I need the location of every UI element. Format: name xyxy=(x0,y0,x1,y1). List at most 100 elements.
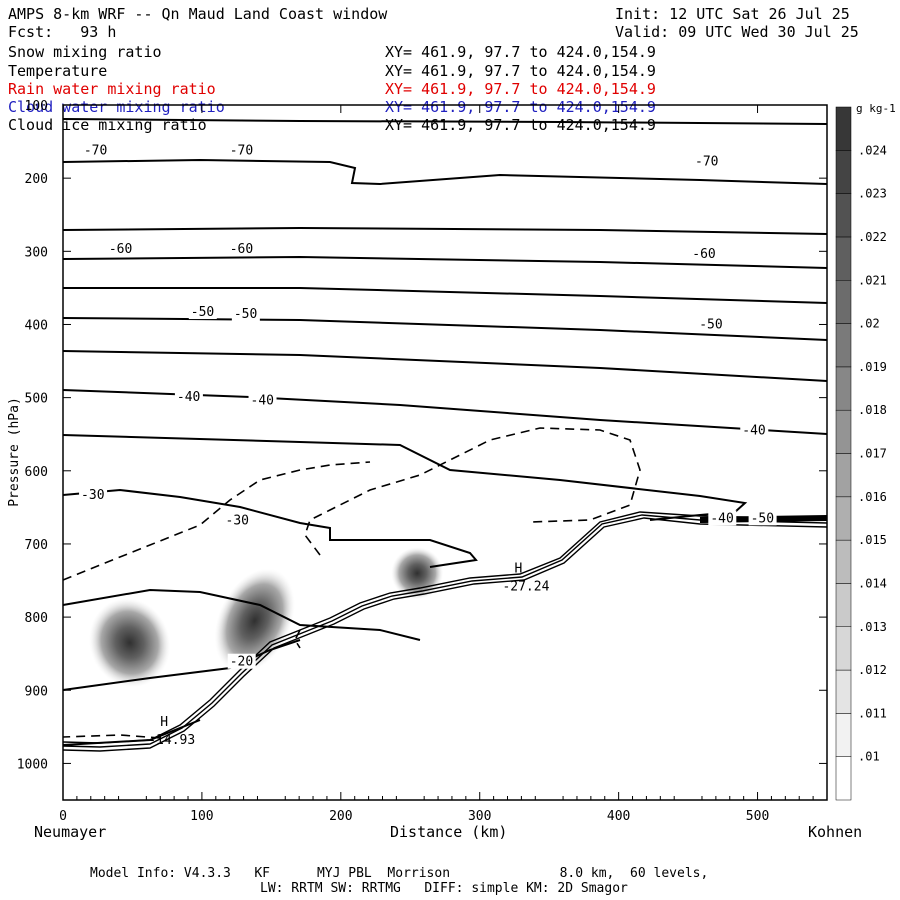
temperature-label: -40 xyxy=(742,424,765,439)
x-axis-label: Distance (km) xyxy=(390,823,508,841)
temperature-contour xyxy=(62,350,828,382)
colorbar-tick-label: .014 xyxy=(858,576,887,590)
colorbar-tick-label: .013 xyxy=(858,620,887,634)
colorbar-segment xyxy=(835,366,852,411)
high-value: -27.24 xyxy=(502,580,549,595)
high-marker: H xyxy=(514,562,522,577)
temperature-contour xyxy=(62,118,828,125)
field-xy: XY= 461.9, 97.7 to 424.0,154.9 xyxy=(385,80,656,98)
y-tick-label: 500 xyxy=(25,392,48,407)
temperature-contour xyxy=(63,287,828,304)
y-axis-label: Pressure (hPa) xyxy=(7,397,22,507)
temperature-label: -20 xyxy=(230,655,253,670)
cloud-ice-contour xyxy=(62,734,161,739)
colorbar: .01 .011 .012 .013 .014 .015 .016 .017 .018 .019.… xyxy=(835,102,896,801)
temperature-label: -50 xyxy=(191,305,214,320)
x-right-label: Kohnen xyxy=(808,823,863,841)
label-mask xyxy=(693,153,722,169)
colorbar-segment xyxy=(835,713,852,757)
label-mask xyxy=(188,304,217,320)
label-mask xyxy=(748,510,777,526)
field-label: Temperature xyxy=(8,62,108,80)
init-text: Init: 12 UTC Sat 26 Jul 25 xyxy=(615,5,850,23)
colorbar-tick-label: .011 xyxy=(858,706,887,720)
label-mask xyxy=(248,392,277,408)
temperature-contour xyxy=(62,488,478,568)
colorbar-tick-label: .02 xyxy=(858,317,880,331)
colorbar-segment xyxy=(835,409,852,454)
temperature-contour xyxy=(62,226,828,235)
temperature-label: -30 xyxy=(226,514,249,529)
cloud-ice-contours xyxy=(62,427,641,739)
temperature-label: -30 xyxy=(81,488,104,503)
colorbar-segment xyxy=(835,193,852,238)
y-tick-label: 400 xyxy=(25,318,48,333)
label-mask xyxy=(227,241,256,257)
colorbar-tick-label: .012 xyxy=(858,663,887,677)
colorbar-segment xyxy=(835,323,852,368)
field-label: Cloud ice mixing ratio xyxy=(8,116,207,134)
temperature-contour xyxy=(62,158,828,186)
colorbar-segment xyxy=(835,150,852,194)
colorbar-tick-label: .023 xyxy=(858,187,887,201)
cloud-ice-contour xyxy=(294,629,301,649)
terrain-lines xyxy=(62,511,828,752)
mixing-ratio-blob xyxy=(214,568,295,673)
label-mask xyxy=(690,246,719,262)
colorbar-segment xyxy=(835,583,852,627)
field-xy: XY= 461.9, 97.7 to 424.0,154.9 xyxy=(385,43,656,61)
cloud-ice-contour xyxy=(304,427,641,556)
label-mask xyxy=(79,486,108,502)
colorbar-tick-label: .015 xyxy=(858,533,887,547)
field-label: Rain water mixing ratio xyxy=(8,80,216,98)
colorbar-segment xyxy=(835,496,852,541)
y-tick-label: 300 xyxy=(25,245,48,260)
y-tick-label: 200 xyxy=(25,172,48,187)
temperature-label: -40 xyxy=(251,394,274,409)
colorbar-tick-label: .018 xyxy=(858,403,887,417)
temperature-contour xyxy=(62,434,748,521)
temperature-label: -70 xyxy=(695,154,718,169)
terrain-line xyxy=(62,514,828,748)
colorbar-segment xyxy=(835,236,852,281)
field-label: Cloud water mixing ratio xyxy=(8,98,225,116)
temperature-contour xyxy=(62,588,421,641)
label-mask xyxy=(708,510,737,526)
temperature-contour xyxy=(62,317,828,341)
temperature-contour xyxy=(62,255,828,269)
temperature-label: -60 xyxy=(109,242,132,257)
label-mask xyxy=(231,306,260,322)
terrain-line xyxy=(62,517,828,752)
forecast-text: Fcst: 93 h xyxy=(8,23,117,41)
mixing-ratio-blob xyxy=(89,598,171,688)
label-mask xyxy=(697,316,726,332)
colorbar-tick-label: .022 xyxy=(858,230,887,244)
colorbar-tick-label: .024 xyxy=(858,143,887,157)
temperature-label: -40 xyxy=(177,390,200,405)
label-mask xyxy=(223,512,252,528)
temperature-label: -40 xyxy=(710,511,733,526)
label-mask xyxy=(81,142,110,158)
valid-text: Valid: 09 UTC Wed 30 Jul 25 xyxy=(615,23,859,41)
temperature-label: -60 xyxy=(692,247,715,262)
footer-model-info: Model Info: V4.3.3 KF MYJ PBL Morrison 8… xyxy=(90,866,709,881)
x-left-label: Neumayer xyxy=(34,823,107,841)
colorbar-tick-label: .01 xyxy=(858,750,880,764)
y-tick-label: 700 xyxy=(25,538,48,553)
x-tick-label: 400 xyxy=(607,809,630,824)
terrain-line xyxy=(62,511,828,744)
label-mask xyxy=(106,241,135,257)
temperature-label: -60 xyxy=(230,242,253,257)
label-mask xyxy=(227,653,256,669)
temperature-label: -50 xyxy=(699,317,722,332)
field-label: Snow mixing ratio xyxy=(8,43,162,61)
colorbar-tick-label: .021 xyxy=(858,273,887,287)
mixing-ratio-blob xyxy=(391,547,444,600)
plot-frame xyxy=(62,104,828,801)
y-tick-label: 100 xyxy=(25,99,48,114)
y-tick-label: 800 xyxy=(25,611,48,626)
y-tick-label: 600 xyxy=(25,465,48,480)
x-tick-label: 300 xyxy=(468,809,491,824)
field-xy: XY= 461.9, 97.7 to 424.0,154.9 xyxy=(385,98,656,116)
